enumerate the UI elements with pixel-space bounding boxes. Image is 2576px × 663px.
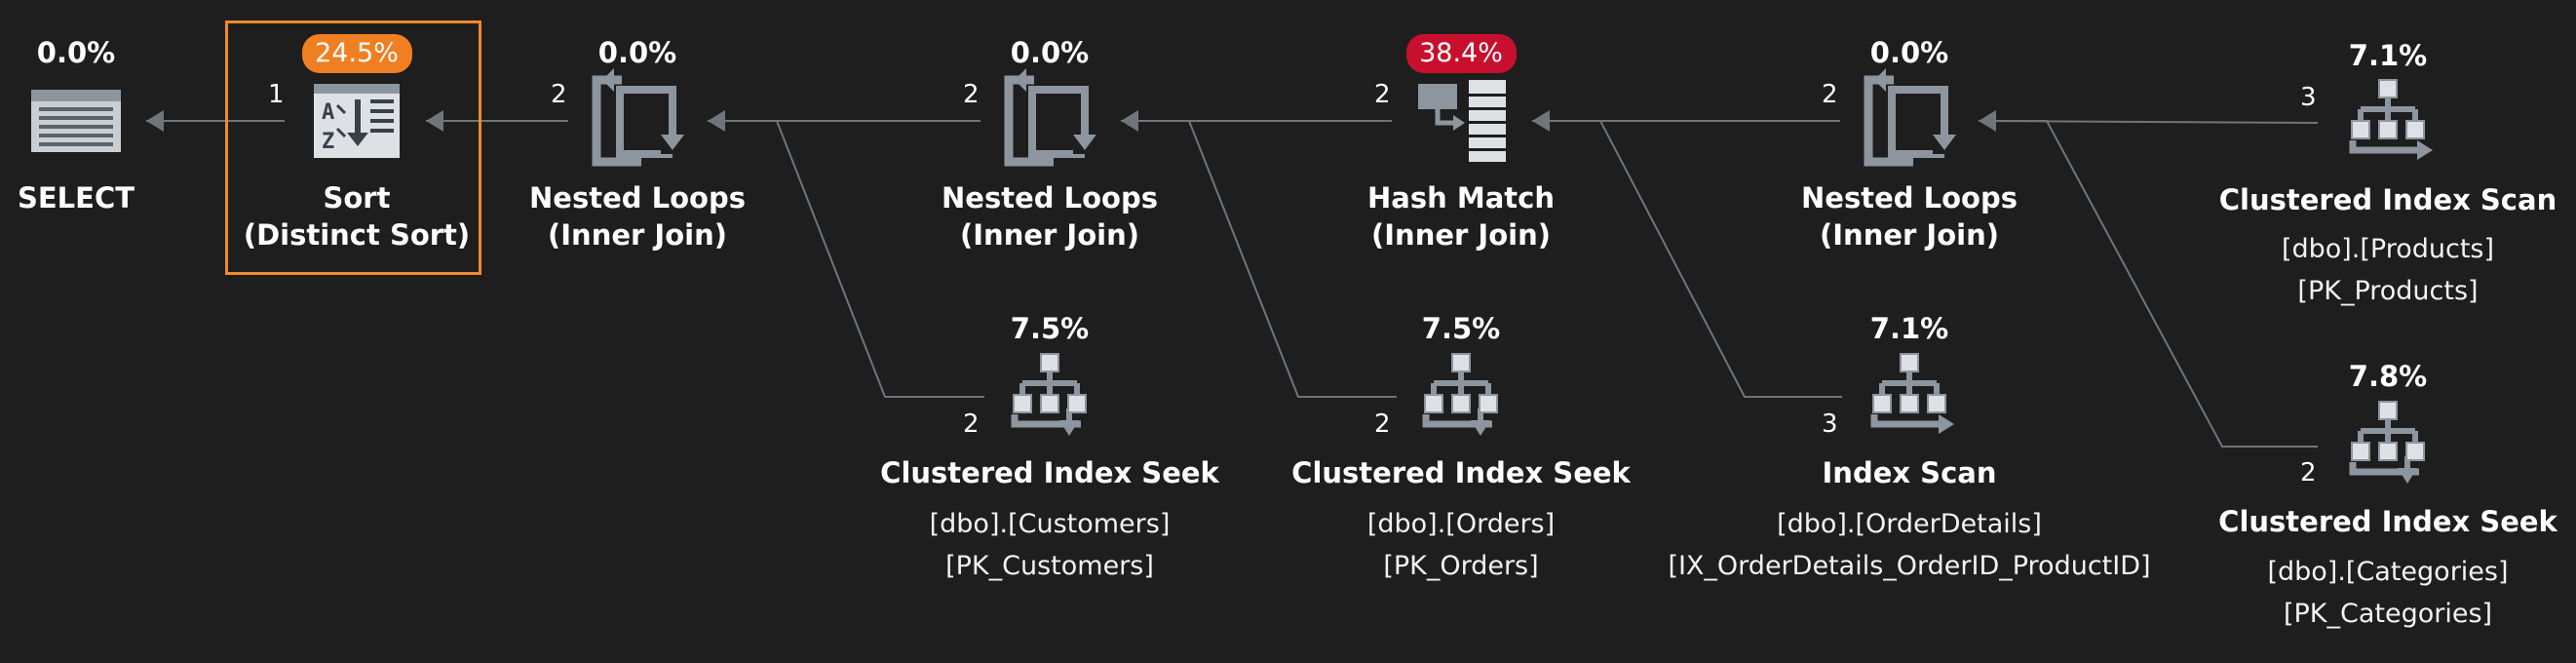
operator-subtitle: (Distinct Sort) (243, 218, 471, 252)
svg-text:Z: Z (322, 130, 334, 154)
edge-row-count: 2 (963, 410, 980, 439)
nested-loops-icon[interactable] (1864, 68, 1956, 167)
arrowhead-icon (426, 110, 443, 132)
edge-index_scan-to-hash[interactable] (1532, 120, 1842, 398)
edge-row-count: 2 (551, 80, 567, 109)
object-table-name: [dbo].[Orders] (1366, 509, 1556, 539)
edge-seek_orders-to-nl2[interactable] (1121, 120, 1397, 398)
operator-subtitle: (Inner Join) (548, 218, 727, 252)
cost-label: 7.8% (2348, 360, 2428, 393)
clustered-index-scan-icon[interactable] (2349, 79, 2433, 160)
select-icon[interactable] (31, 90, 121, 152)
arrowhead-icon (146, 110, 164, 132)
object-index-name: [PK_Orders] (1383, 551, 1539, 581)
operator-name: SELECT (17, 181, 135, 214)
edge-row-count: 2 (1374, 410, 1391, 439)
operator-name: Clustered Index Seek (880, 456, 1219, 489)
cost-label: 0.0% (1869, 36, 1949, 69)
index-scan-icon[interactable] (1870, 353, 1954, 434)
nested-loops-icon[interactable] (592, 68, 684, 167)
object-index-name: [PK_Customers] (945, 551, 1154, 581)
edge-seek_categories-to-nl3[interactable] (1979, 120, 2318, 448)
object-table-name: [dbo].[Customers] (929, 509, 1171, 539)
clustered-index-seek-icon[interactable] (2349, 401, 2425, 484)
edge-row-count: 3 (2300, 83, 2317, 112)
edge-sort-to-select[interactable] (146, 110, 285, 132)
object-table-name: [dbo].[Categories] (2267, 557, 2509, 587)
cost-badge: 38.4% (1405, 34, 1517, 73)
cost-badge: 24.5% (301, 34, 412, 73)
edge-row-count: 2 (963, 80, 980, 109)
svg-text:A: A (322, 100, 334, 125)
cost-label: 7.5% (1010, 312, 1090, 345)
edge-nl1-to-sort[interactable] (426, 110, 568, 132)
edge-seek_customers-to-nl1[interactable] (708, 120, 984, 398)
cost-label: 0.0% (597, 36, 677, 69)
sort-icon[interactable]: AZ (314, 84, 400, 158)
operator-name: Nested Loops (942, 181, 1158, 214)
object-index-name: [PK_Products] (2297, 276, 2479, 306)
operator-name: Hash Match (1367, 181, 1555, 214)
clustered-index-seek-icon[interactable] (1422, 353, 1498, 436)
cost-label: 7.1% (1869, 312, 1949, 345)
cost-label: 7.1% (2348, 39, 2428, 72)
clustered-index-seek-icon[interactable] (1011, 353, 1087, 436)
edge-row-count: 2 (2300, 458, 2317, 488)
operator-name: Sort (323, 181, 391, 214)
object-table-name: [dbo].[Products] (2281, 234, 2495, 264)
cost-label: 0.0% (1010, 36, 1090, 69)
hash-match-icon[interactable] (1418, 80, 1506, 162)
nested-loops-icon[interactable] (1004, 68, 1096, 167)
edge-row-count: 1 (268, 80, 285, 109)
operator-subtitle: (Inner Join) (1820, 218, 1999, 252)
operator-subtitle: (Inner Join) (960, 218, 1139, 252)
operator-name: Clustered Index Seek (1291, 456, 1631, 489)
edge-row-count: 2 (1822, 80, 1838, 109)
edge-row-count: 3 (1822, 410, 1838, 439)
operator-name: Nested Loops (1801, 181, 2018, 214)
edge-row-count: 2 (1374, 80, 1391, 109)
selected-node-outline (225, 20, 481, 275)
operator-name: Nested Loops (529, 181, 746, 214)
object-index-name: [PK_Categories] (2283, 599, 2493, 629)
operator-name: Index Scan (1822, 456, 1997, 489)
object-index-name: [IX_OrderDetails_OrderID_ProductID] (1668, 551, 2151, 581)
operator-subtitle: (Inner Join) (1371, 218, 1551, 252)
operator-name: Clustered Index Scan (2218, 183, 2557, 216)
operator-name: Clustered Index Seek (2218, 505, 2557, 538)
object-table-name: [dbo].[OrderDetails] (1777, 509, 2042, 539)
cost-label: 7.5% (1421, 312, 1501, 345)
cost-label: 0.0% (36, 36, 116, 69)
